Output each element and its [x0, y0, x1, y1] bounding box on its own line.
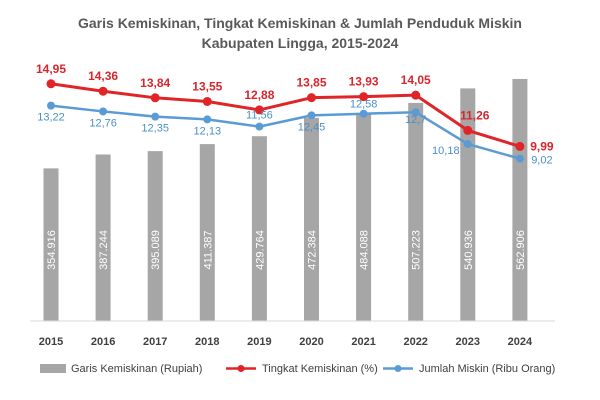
jumlah-miskin-point-2020 [307, 111, 316, 120]
x-tick-2024: 2024 [508, 336, 533, 348]
bar-2023 [460, 88, 476, 321]
x-tick-2023: 2023 [456, 336, 480, 348]
jumlah-miskin-value-labels: 13,22 12,76 12,35 12,13 11,56 12,45 12,58 12,7 1… [37, 99, 552, 167]
tingkat-kemiskinan-point-2018 [202, 96, 212, 106]
tingkat-kemiskinan-point-2021 [359, 92, 369, 102]
chart-title-line-1: Garis Kemiskinan, Tingkat Kemiskinan & J… [78, 15, 522, 31]
line-series-tingkat-kemiskinan [46, 79, 525, 151]
jumlah-miskin-line-path [50, 104, 521, 160]
bar-label-2023: 540.936 [463, 230, 475, 270]
bar-2020 [304, 117, 319, 321]
tingkat-kemiskinan-label-2017: 13,84 [140, 76, 170, 90]
jumlah-miskin-label-2020: 12,45 [298, 121, 326, 133]
x-tick-2016: 2016 [91, 336, 115, 348]
bar-2021 [356, 112, 372, 321]
bar-2019 [251, 136, 267, 321]
tingkat-kemiskinan-point-2017 [150, 93, 160, 103]
tingkat-kemiskinan-point-2016 [98, 86, 108, 96]
jumlah-miskin-label-2021: 12,58 [350, 99, 378, 111]
tingkat-kemiskinan-point-2024 [515, 141, 525, 151]
bar-label-2015: 354.916 [46, 230, 58, 270]
x-tick-2019: 2019 [247, 336, 271, 348]
bar-2018 [199, 144, 215, 321]
jumlah-miskin-label-2017: 12,35 [141, 123, 169, 135]
bar-label-2019: 429.764 [254, 230, 266, 270]
bar-2016 [95, 154, 111, 321]
jumlah-miskin-label-2023: 10,18 [432, 145, 460, 157]
x-tick-2022: 2022 [403, 336, 427, 348]
tingkat-kemiskinan-point-2023 [463, 125, 473, 135]
legend-swatch-marker-tingkat-kemiskinan [237, 365, 245, 372]
jumlah-miskin-point-2017 [151, 112, 160, 121]
legend-label-jumlah-miskin: Jumlah Miskin (Ribu Orang) [419, 363, 555, 375]
bar-2022 [408, 102, 424, 322]
tingkat-kemiskinan-label-2018: 13,55 [192, 79, 222, 93]
jumlah-miskin-label-2024: 9,02 [531, 155, 552, 167]
jumlah-miskin-point-2015 [47, 101, 55, 110]
tingkat-kemiskinan-label-2015: 14,95 [36, 62, 66, 76]
jumlah-miskin-point-2021 [359, 109, 368, 118]
bar-2015 [43, 168, 59, 321]
tingkat-kemiskinan-label-2019: 12,88 [244, 88, 274, 102]
jumlah-miskin-point-2023 [463, 140, 472, 149]
tingkat-kemiskinan-point-2022 [411, 90, 421, 100]
x-tick-2015: 2015 [39, 336, 63, 348]
bar-label-2024: 562.906 [515, 230, 527, 270]
tingkat-kemiskinan-label-2016: 14,36 [88, 69, 118, 83]
x-tick-2018: 2018 [195, 336, 219, 348]
bar-label-2016: 387.244 [98, 230, 110, 270]
x-tick-2017: 2017 [143, 336, 167, 348]
x-tick-2020: 2020 [299, 336, 323, 348]
bar-label-2017: 395.089 [150, 230, 162, 270]
tingkat-kemiskinan-label-2023: 11,26 [460, 108, 490, 122]
tingkat-kemiskinan-label-2021: 13,93 [349, 75, 379, 89]
tingkat-kemiskinan-label-2024: 9,99 [530, 139, 554, 153]
jumlah-miskin-point-2024 [515, 154, 524, 163]
jumlah-miskin-point-2016 [99, 107, 108, 116]
bar-value-labels: 354.916 387.244 395.089 411.387 429.764 472.3… [46, 230, 527, 270]
x-axis-tick-labels: 2015 2016 2017 2018 2019 2020 2021 2022 2023 2024 [39, 336, 533, 348]
jumlah-miskin-label-2015: 13,22 [37, 112, 65, 124]
legend-swatch-garis-kemiskinan [40, 364, 66, 373]
x-tick-2021: 2021 [351, 336, 375, 348]
jumlah-miskin-label-2018: 12,13 [194, 125, 222, 137]
tingkat-kemiskinan-label-2020: 13,85 [296, 76, 326, 90]
tingkat-kemiskinan-label-2022: 14,05 [401, 73, 431, 87]
jumlah-miskin-point-2018 [203, 115, 212, 124]
line-series-jumlah-miskin [47, 101, 524, 163]
tingkat-kemiskinan-value-labels: 14,95 14,36 13,84 13,55 12,88 13,85 13,93 14,05… [36, 62, 554, 154]
tingkat-kemiskinan-line-path [50, 82, 521, 148]
legend: Garis Kemiskinan (Rupiah) Tingkat Kemisk… [40, 363, 555, 375]
bar-label-2022: 507.223 [411, 230, 423, 270]
tingkat-kemiskinan-point-2020 [307, 93, 316, 103]
bar-label-2018: 411.387 [202, 231, 214, 270]
bar-series-garis-kemiskinan [43, 78, 528, 322]
jumlah-miskin-label-2016: 12,76 [89, 117, 117, 129]
bar-2017 [147, 151, 163, 321]
bar-2024 [512, 78, 528, 322]
bar-label-2021: 484.088 [359, 230, 371, 270]
tingkat-kemiskinan-point-2019 [254, 105, 264, 115]
legend-label-tingkat-kemiskinan: Tingkat Kemiskinan (%) [262, 363, 378, 375]
chart-title-line-2: Kabupaten Lingga, 2015-2024 [202, 35, 399, 51]
tingkat-kemiskinan-point-2015 [46, 79, 56, 89]
jumlah-miskin-point-2019 [255, 122, 264, 131]
bar-label-2020: 472.384 [307, 230, 319, 270]
jumlah-miskin-label-2022: 12,7 [405, 114, 426, 126]
jumlah-miskin-point-2022 [411, 108, 420, 117]
legend-swatch-marker-jumlah-miskin [394, 365, 402, 372]
jumlah-miskin-label-2019: 11,56 [246, 110, 273, 122]
legend-label-garis-kemiskinan: Garis Kemiskinan (Rupiah) [71, 363, 202, 375]
